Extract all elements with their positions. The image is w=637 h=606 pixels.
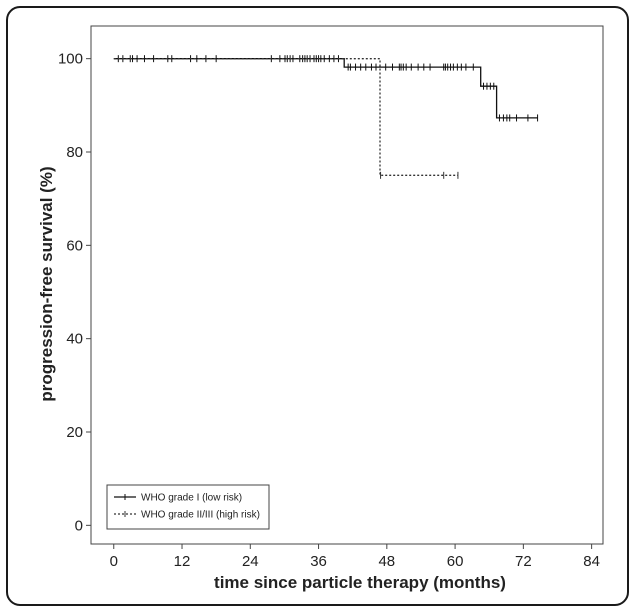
legend-label: WHO grade II/III (high risk) bbox=[141, 510, 260, 521]
y-tick-label: 100 bbox=[58, 51, 83, 68]
y-tick-label: 40 bbox=[66, 331, 83, 348]
survival-curve-2 bbox=[113, 58, 458, 176]
survival-curves bbox=[113, 55, 539, 179]
x-tick-label: 84 bbox=[583, 553, 600, 570]
legend-label: WHO grade I (low risk) bbox=[141, 493, 242, 504]
x-tick-label: 24 bbox=[242, 553, 259, 570]
y-tick-label: 60 bbox=[66, 237, 83, 254]
y-axis-title: progression-free survival (%) bbox=[37, 166, 56, 401]
x-tick-label: 48 bbox=[378, 553, 395, 570]
axes: 0 12 24 36 48 60 72 84 0 20 40 60 80 100 bbox=[58, 51, 600, 570]
x-axis-title: time since particle therapy (months) bbox=[214, 573, 506, 592]
survival-curve-1 bbox=[113, 58, 538, 119]
x-tick-label: 36 bbox=[310, 553, 327, 570]
x-tick-label: 72 bbox=[515, 553, 532, 570]
y-tick-label: 80 bbox=[66, 144, 83, 161]
x-tick-label: 60 bbox=[447, 553, 464, 570]
legend-items: WHO grade I (low risk) WHO grade II/III (… bbox=[114, 493, 260, 521]
x-tick-label: 12 bbox=[174, 553, 191, 570]
y-tick-label: 0 bbox=[75, 517, 83, 534]
plot-area bbox=[90, 25, 604, 545]
x-tick-label: 0 bbox=[110, 553, 118, 570]
legend-box bbox=[106, 484, 270, 530]
y-tick-label: 20 bbox=[66, 424, 83, 441]
legend: WHO grade I (low risk) WHO grade II/III (… bbox=[106, 484, 270, 530]
